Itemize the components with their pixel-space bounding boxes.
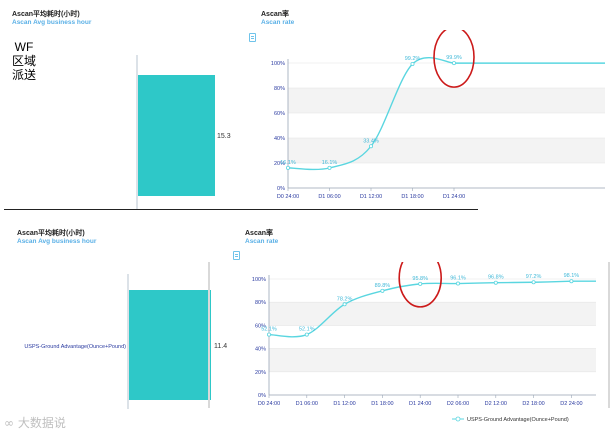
rate-bottom-highlight-circle (398, 262, 442, 308)
rate-bottom-point-label: 97.2% (526, 274, 542, 280)
avg-hour-bar-bottom (129, 290, 211, 400)
rate-top-x-tick-label: D1 18:00 (401, 194, 423, 200)
rate-top-point-label: 16.1% (322, 160, 338, 166)
rate-bottom-point-label: 52.1% (299, 327, 315, 333)
ascan-rate-subtitle-bottom: Ascan rate (245, 238, 279, 245)
avg-hour-subtitle-top: Ascan Avg business hour (12, 19, 92, 26)
rate-top-point (285, 165, 290, 170)
avg-hour-bar-chart-bottom: 11.4 USPS-Ground Advantage(Ounce+Pound) (24, 274, 227, 409)
region-label-line3: 派送 (11, 68, 36, 82)
rate-bottom-point (342, 302, 347, 307)
document-icon-bottom[interactable] (233, 251, 240, 260)
rate-bottom-point-label: 78.2% (337, 296, 353, 302)
ascan-rate-subtitle-top: Ascan rate (261, 19, 295, 26)
rate-bottom-point (304, 332, 309, 337)
rate-top-point (327, 165, 332, 170)
rate-bottom-point-label: 96.8% (488, 275, 504, 281)
watermark: ∞ 大数据说 (4, 414, 66, 431)
rate-bottom-y-tick-label: 80% (255, 300, 266, 306)
rate-top-point (451, 61, 456, 66)
rate-bottom-grid-band (269, 302, 596, 326)
rate-top-point-label: 99.9% (446, 55, 462, 61)
ascan-rate-line-chart-top: 0% 20% 40% 60% 80% 100% D0 24:00 D1 06:00 D1 12:… (271, 30, 605, 200)
rate-top-grid-band (288, 88, 605, 113)
avg-hour-title-top: Ascan平均耗时(小时) (12, 11, 80, 18)
avg-hour-bar-label-bottom: 11.4 (214, 343, 227, 350)
region-label: WF 区域 派送 (10, 40, 38, 82)
rate-bottom-x-tick-label: D2 24:00 (560, 401, 582, 407)
rate-top-point-label: 33.4% (363, 138, 379, 144)
left-scrollbar[interactable] (208, 262, 210, 408)
rate-bottom-y-tick-label: 100% (252, 277, 266, 283)
rate-bottom-y-tick-label: 0% (258, 393, 266, 399)
right-scrollbar[interactable] (608, 262, 610, 408)
rate-bottom-point (531, 280, 536, 285)
rate-bottom-point (455, 281, 460, 286)
rate-bottom-point (493, 280, 498, 285)
rate-top-x-tick-label: D1 06:00 (318, 194, 340, 200)
ascan-rate-title-top: Ascan率 (261, 11, 290, 18)
rate-bottom-point (418, 281, 423, 286)
avg-hour-bar-chart-top: 15.3 (136, 55, 231, 210)
rate-top-x-tick-label: D1 24:00 (443, 194, 465, 200)
avg-hour-bar-top (138, 75, 215, 196)
rate-bottom-y-tick-label: 40% (255, 347, 266, 353)
rate-top-y-tick-label: 80% (274, 86, 285, 92)
watermark-logo-icon: ∞ (4, 416, 14, 430)
rate-bottom-x-tick-label: D2 12:00 (485, 401, 507, 407)
rate-bottom-point (380, 288, 385, 293)
rate-bottom-grid-band (269, 348, 596, 372)
rate-bottom-point (569, 279, 574, 284)
avg-hour-title-bottom: Ascan平均耗时(小时) (17, 230, 85, 237)
rate-top-y-tick-label: 20% (274, 161, 285, 167)
rate-top-point-label: 99.2% (405, 56, 421, 62)
rate-bottom-x-tick-label: D1 24:00 (409, 401, 431, 407)
rate-top-grid-band (288, 138, 605, 163)
rate-top-x-tick-label: D0 24:00 (277, 194, 299, 200)
rate-top-highlight-circle (433, 30, 475, 88)
rate-top-y-tick-label: 40% (274, 136, 285, 142)
rate-bottom-point-label: 95.8% (412, 276, 428, 282)
rate-bottom-x-tick-label: D2 06:00 (447, 401, 469, 407)
rate-top-point-label: 16.1% (280, 160, 296, 166)
avg-hour-bar-label-top: 15.3 (217, 133, 231, 140)
rate-bottom-point (266, 332, 271, 337)
rate-bottom-point-label: 98.1% (564, 273, 580, 279)
watermark-text: 大数据说 (17, 416, 66, 430)
avg-hour-subtitle-bottom: Ascan Avg business hour (17, 238, 97, 245)
region-label-line1: WF (14, 40, 34, 54)
rate-bottom-point-label: 96.1% (450, 276, 466, 282)
region-label-line2: 区域 (11, 54, 36, 68)
rate-top-point (410, 62, 415, 67)
rate-bottom-x-tick-label: D1 18:00 (371, 401, 393, 407)
rate-bottom-legend-label: USPS-Ground Advantage(Ounce+Pound) (467, 417, 569, 423)
rate-bottom-x-tick-label: D1 12:00 (333, 401, 355, 407)
rate-top-y-tick-label: 0% (277, 186, 285, 192)
rate-bottom-x-tick-label: D0 24:00 (258, 401, 280, 407)
rate-bottom-x-tick-label: D2 18:00 (522, 401, 544, 407)
document-icon[interactable] (249, 33, 256, 42)
ascan-rate-line-chart-bottom: 0% 20% 40% 60% 80% 100% D0 24:00 D1 06:00 D1 12:… (252, 262, 596, 423)
bar-category-label: USPS-Ground Advantage(Ounce+Pound) (24, 344, 126, 350)
rate-bottom-legend-marker (455, 416, 461, 422)
rate-top-point (369, 144, 374, 149)
section-divider (4, 209, 478, 210)
rate-bottom-point-label: 89.8% (375, 283, 391, 289)
ascan-rate-title-bottom: Ascan率 (245, 230, 274, 237)
rate-top-x-tick-label: D1 12:00 (360, 194, 382, 200)
rate-top-series-line (287, 56, 605, 171)
rate-bottom-y-tick-label: 20% (255, 370, 266, 376)
rate-bottom-y-tick-label: 60% (255, 323, 266, 329)
rate-top-y-tick-label: 100% (271, 61, 285, 67)
rate-bottom-x-tick-label: D1 06:00 (296, 401, 318, 407)
rate-bottom-point-label: 52.1% (261, 327, 277, 333)
rate-top-y-tick-label: 60% (274, 111, 285, 117)
